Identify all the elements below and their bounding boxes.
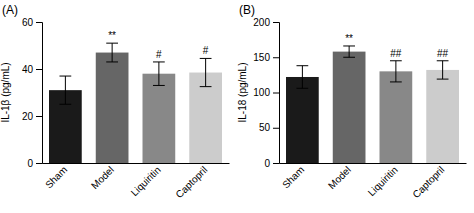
error-bar [296,66,308,89]
y-tick: 100 [253,87,279,98]
y-tick-mark [273,163,279,164]
x-axis: Sham Model Liquiritin Captopril [280,164,467,201]
x-tick: Sham [43,164,69,190]
x-tick: Liquiritin [129,164,163,198]
error-bar [437,61,449,79]
error-bar [390,61,402,82]
error-bar [59,76,71,104]
x-tick-label: Liquiritin [129,164,163,198]
error-bar [153,62,165,85]
figure: 0204060ShamModelLiquiritinCaptopril**##I… [0,0,474,213]
annotation: ** [108,30,116,41]
x-tick-label: Liquiritin [366,164,400,198]
annotation: ## [437,48,449,59]
x-tick-label: Model [89,164,116,191]
bar [333,52,366,163]
y-tick: 0 [264,158,279,169]
y-axis-line [273,23,280,164]
x-tick: Captopril [173,164,209,200]
y-tick-label: 0 [264,158,270,169]
annotation: ## [390,48,402,59]
x-tick: Liquiritin [366,164,400,198]
y-tick-label: 100 [253,87,270,98]
bar [426,70,459,163]
y-axis-title: IL-18 (pg/mL) [237,62,248,122]
panel-title: (B) [239,3,255,17]
y-tick-mark [273,22,279,23]
y-axis: 0 50 100 150 200 [253,17,279,169]
annotations: ** # # [108,30,209,60]
y-tick-label: 0 [27,158,33,169]
x-tick-label: Sham [43,164,69,190]
annotation: # [156,49,162,60]
y-tick-label: 60 [22,17,34,28]
x-tick: Model [89,164,116,191]
x-tick-label: Model [326,164,353,191]
y-tick-mark [36,116,42,117]
y-axis-line [36,23,43,164]
x-tick: Sham [280,164,306,190]
y-tick-label: 20 [22,111,34,122]
error-bar [343,46,355,57]
y-tick: 50 [259,122,279,133]
plot-area [286,46,459,163]
error-bar [200,58,212,86]
y-tick-mark [273,57,279,58]
x-tick: Captopril [410,164,446,200]
y-tick: 60 [22,17,42,28]
annotation: # [203,45,209,56]
y-axis-title: IL-1β (pg/mL) [0,62,11,122]
y-tick: 200 [253,17,279,28]
y-axis: 0 20 40 60 [22,17,43,169]
annotations: ** ## ## [345,33,448,59]
y-tick: 0 [27,158,42,169]
bar [380,71,413,163]
panel: 0 50 100 150 200 Sham Model Liquiritin Captopril… [237,3,466,200]
x-tick: Model [326,164,353,191]
bar [96,53,129,163]
y-tick-mark [36,163,42,164]
y-tick: 40 [22,64,42,75]
y-tick-label: 200 [253,17,270,28]
y-tick-label: 40 [22,64,34,75]
y-tick-mark [36,69,42,70]
y-tick: 20 [22,111,42,122]
bar [286,77,319,163]
error-bar [106,43,118,62]
panel-title: (A) [2,3,18,17]
y-tick-mark [36,22,42,23]
x-tick-label: Sham [280,164,306,190]
y-tick-label: 50 [259,122,271,133]
panel: 0 20 40 60 Sham Model Liquiritin Captopril ** # # I… [0,3,229,200]
bar [143,74,176,163]
y-tick-mark [273,93,279,94]
y-tick: 150 [253,52,279,63]
y-tick-label: 150 [253,52,270,63]
annotation: ** [345,33,353,44]
x-tick-label: Captopril [173,164,209,200]
y-tick-mark [273,128,279,129]
x-axis: Sham Model Liquiritin Captopril [43,164,230,201]
x-tick-label: Captopril [410,164,446,200]
plot-area [49,43,222,163]
